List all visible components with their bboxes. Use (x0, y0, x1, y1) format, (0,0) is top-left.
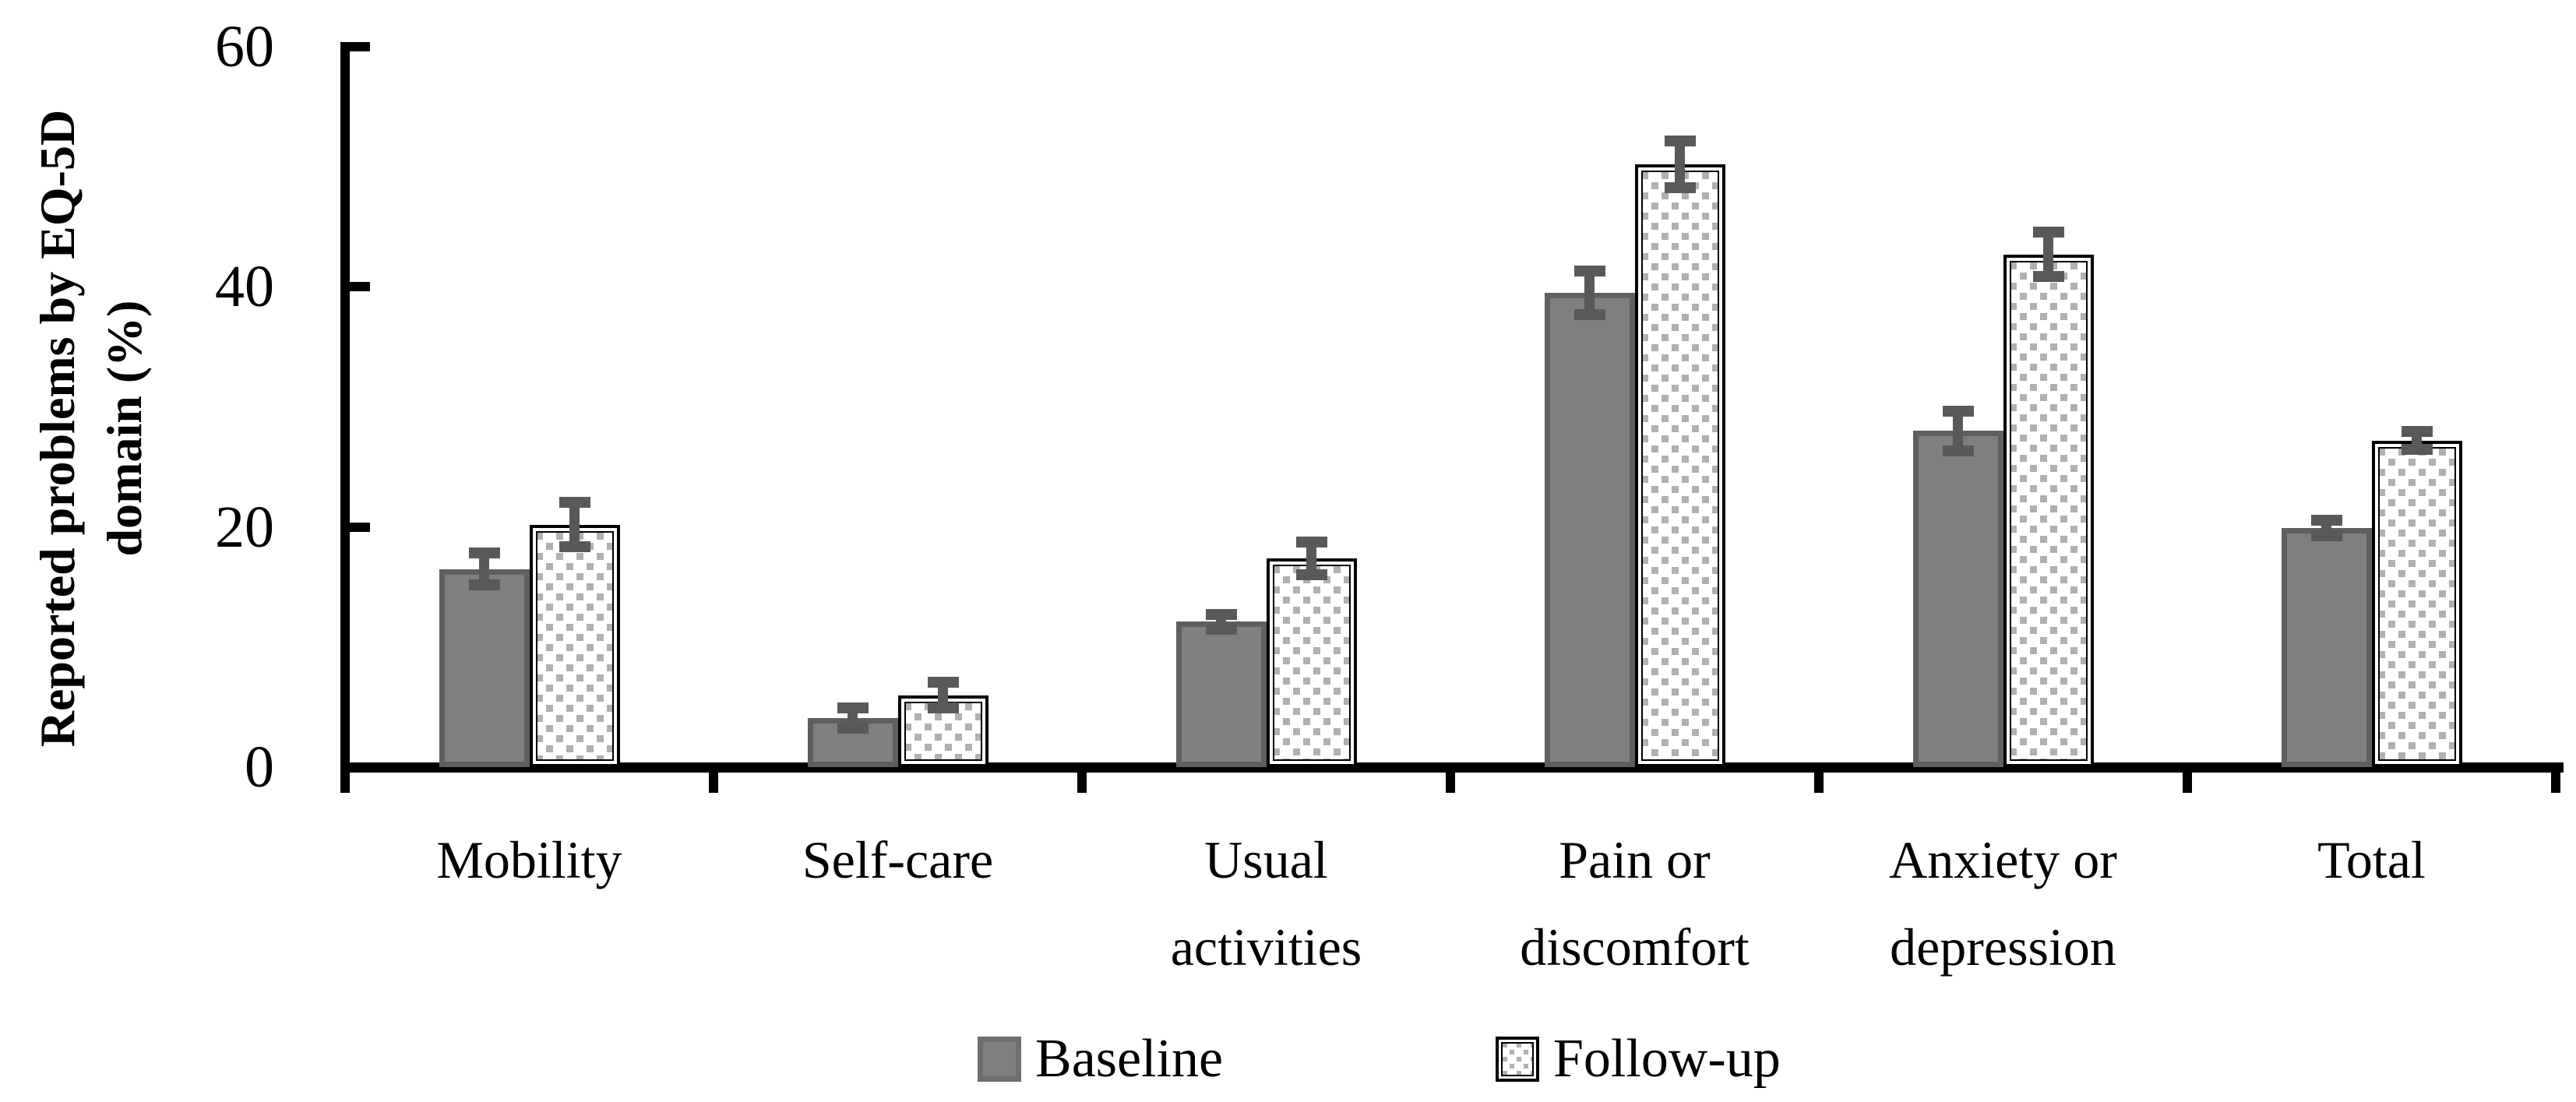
bar-baseline-4 (1544, 293, 1635, 767)
error-bar-stem (1953, 405, 1963, 456)
error-bar-cap-top (1205, 608, 1237, 620)
error-bar-stem (1675, 136, 1685, 194)
error-bar-cap-top (1573, 265, 1605, 276)
error-bar-cap-bottom (1573, 309, 1605, 321)
error-bar-follow-up-6 (2401, 426, 2433, 456)
x-tick-6 (2551, 772, 2560, 793)
legend-item-baseline: Baseline (978, 1029, 1224, 1089)
error-bar-cap-top (2032, 227, 2064, 238)
bar-baseline-3 (1175, 621, 1267, 767)
error-bar-cap-top (1295, 537, 1327, 547)
category-label-3: Usual activities (1170, 830, 1362, 977)
legend-swatch-follow-up (1496, 1037, 1539, 1082)
x-tick-4 (1814, 772, 1824, 793)
y-axis-title: Reported problems by EQ-5D domain (%) (24, 39, 158, 818)
error-bar-cap-bottom (927, 702, 959, 713)
error-bar-follow-up-5 (2032, 227, 2064, 283)
bar-baseline-1 (439, 569, 530, 767)
error-bar-follow-up-2 (927, 677, 959, 713)
y-tick-label-0: 0 (245, 734, 274, 800)
y-tick-60 (349, 42, 370, 51)
error-bar-cap-top (1942, 405, 1974, 417)
y-tick-label-60: 60 (215, 14, 274, 79)
error-bar-cap-top (2310, 515, 2342, 526)
error-bar-cap-top (2401, 426, 2433, 438)
legend-swatch-baseline (978, 1037, 1021, 1082)
error-bar-baseline-5 (1942, 405, 1974, 456)
error-bar-baseline-1 (468, 547, 500, 591)
error-bar-cap-top (1664, 136, 1696, 147)
error-bar-cap-bottom (1295, 569, 1327, 580)
error-bar-cap-bottom (1205, 624, 1237, 635)
error-bar-cap-bottom (837, 722, 869, 734)
error-bar-stem (569, 497, 580, 553)
y-axis-line (340, 42, 350, 793)
y-tick-40 (349, 282, 370, 292)
error-bar-cap-bottom (2310, 530, 2342, 542)
error-bar-cap-bottom (2032, 271, 2064, 283)
error-bar-baseline-4 (1573, 265, 1605, 321)
error-bar-stem (2043, 227, 2053, 283)
x-tick-1 (709, 772, 718, 793)
error-bar-cap-bottom (1664, 182, 1696, 194)
legend-label-follow-up: Follow-up (1553, 1029, 1781, 1089)
category-label-5: Anxiety or depression (1889, 830, 2117, 977)
error-bar-cap-bottom (1942, 445, 1974, 456)
error-bar-cap-bottom (559, 541, 590, 553)
error-bar-cap-top (559, 497, 590, 509)
legend-label-baseline: Baseline (1035, 1029, 1224, 1089)
category-label-1: Mobility (436, 830, 622, 889)
error-bar-cap-top (837, 702, 869, 713)
error-bar-baseline-2 (837, 702, 869, 734)
category-label-6: Total (2317, 830, 2426, 889)
error-bar-follow-up-4 (1664, 136, 1696, 194)
x-tick-5 (2183, 772, 2192, 793)
error-bar-cap-top (927, 677, 959, 688)
bar-baseline-5 (1912, 431, 2003, 767)
error-bar-cap-bottom (2401, 444, 2433, 456)
y-tick-20 (349, 522, 370, 532)
error-bar-follow-up-3 (1295, 537, 1327, 580)
category-label-2: Self-care (802, 830, 994, 889)
bar-follow-up-4 (1634, 164, 1725, 767)
legend-item-follow-up: Follow-up (1496, 1029, 1781, 1089)
y-tick-label-20: 20 (215, 494, 274, 560)
bar-baseline-6 (2281, 528, 2372, 767)
error-bar-cap-top (468, 547, 500, 558)
error-bar-follow-up-1 (559, 497, 590, 553)
error-bar-stem (1584, 265, 1595, 321)
bar-follow-up-1 (529, 524, 620, 767)
y-axis-title-line1: Reported problems by EQ-5D (30, 109, 85, 748)
bar-follow-up-3 (1266, 558, 1357, 767)
error-bar-baseline-6 (2310, 515, 2342, 542)
y-tick-label-40: 40 (215, 254, 274, 320)
error-bar-cap-bottom (468, 579, 500, 591)
bar-follow-up-5 (2003, 254, 2094, 767)
y-axis-title-line2: domain (%) (97, 300, 152, 557)
x-tick-2 (1077, 772, 1087, 793)
x-tick-3 (1446, 772, 1455, 793)
category-label-4: Pain or discomfort (1520, 830, 1750, 977)
error-bar-baseline-3 (1205, 608, 1237, 635)
bar-follow-up-6 (2371, 440, 2462, 767)
